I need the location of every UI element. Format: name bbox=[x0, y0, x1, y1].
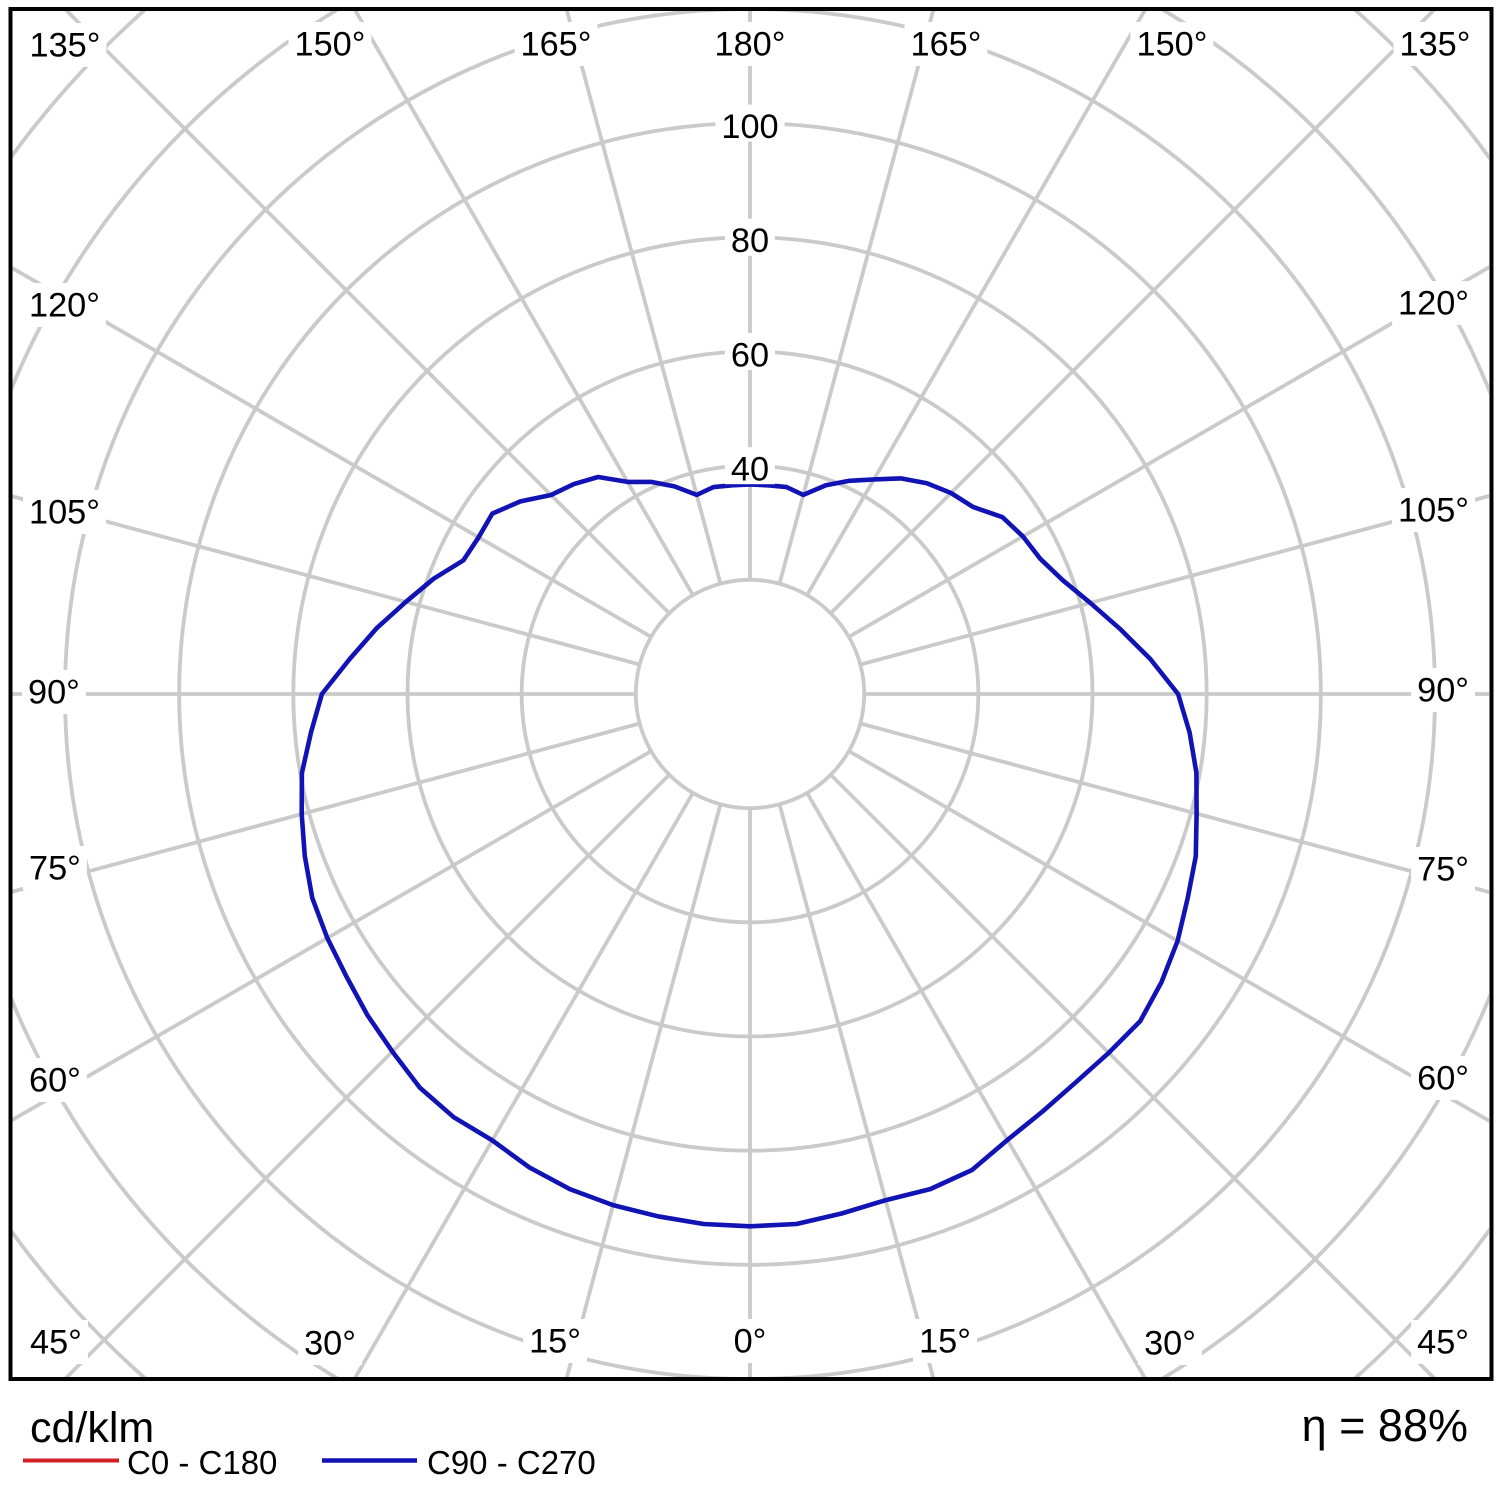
svg-text:105°: 105° bbox=[29, 493, 100, 531]
svg-text:100: 100 bbox=[721, 108, 778, 146]
svg-text:60°: 60° bbox=[1417, 1059, 1469, 1097]
svg-text:75°: 75° bbox=[29, 849, 81, 887]
svg-text:0°: 0° bbox=[734, 1322, 767, 1360]
svg-text:135°: 135° bbox=[30, 26, 101, 64]
svg-text:C90 - C270: C90 - C270 bbox=[427, 1444, 596, 1481]
svg-text:90°: 90° bbox=[28, 673, 80, 711]
svg-text:15°: 15° bbox=[529, 1322, 581, 1360]
svg-text:C0 - C180: C0 - C180 bbox=[127, 1444, 277, 1481]
svg-text:150°: 150° bbox=[1137, 25, 1208, 63]
svg-text:30°: 30° bbox=[304, 1324, 356, 1362]
svg-text:30°: 30° bbox=[1144, 1324, 1196, 1362]
svg-text:180°: 180° bbox=[715, 25, 786, 63]
svg-text:60°: 60° bbox=[29, 1061, 81, 1099]
svg-text:150°: 150° bbox=[295, 25, 366, 63]
svg-text:45°: 45° bbox=[30, 1323, 82, 1361]
svg-text:165°: 165° bbox=[911, 25, 982, 63]
svg-text:135°: 135° bbox=[1400, 25, 1471, 63]
svg-text:15°: 15° bbox=[919, 1322, 971, 1360]
svg-text:90°: 90° bbox=[1417, 671, 1469, 709]
svg-text:120°: 120° bbox=[1398, 284, 1469, 322]
svg-text:105°: 105° bbox=[1398, 491, 1469, 529]
svg-text:60: 60 bbox=[731, 336, 769, 374]
svg-text:80: 80 bbox=[731, 222, 769, 260]
svg-text:40: 40 bbox=[731, 451, 769, 489]
svg-text:165°: 165° bbox=[521, 25, 592, 63]
svg-text:cd/klm: cd/klm bbox=[30, 1404, 154, 1452]
svg-text:120°: 120° bbox=[29, 286, 100, 324]
svg-text:75°: 75° bbox=[1417, 850, 1469, 888]
svg-text:η = 88%: η = 88% bbox=[1302, 1400, 1468, 1451]
svg-text:45°: 45° bbox=[1417, 1323, 1469, 1361]
